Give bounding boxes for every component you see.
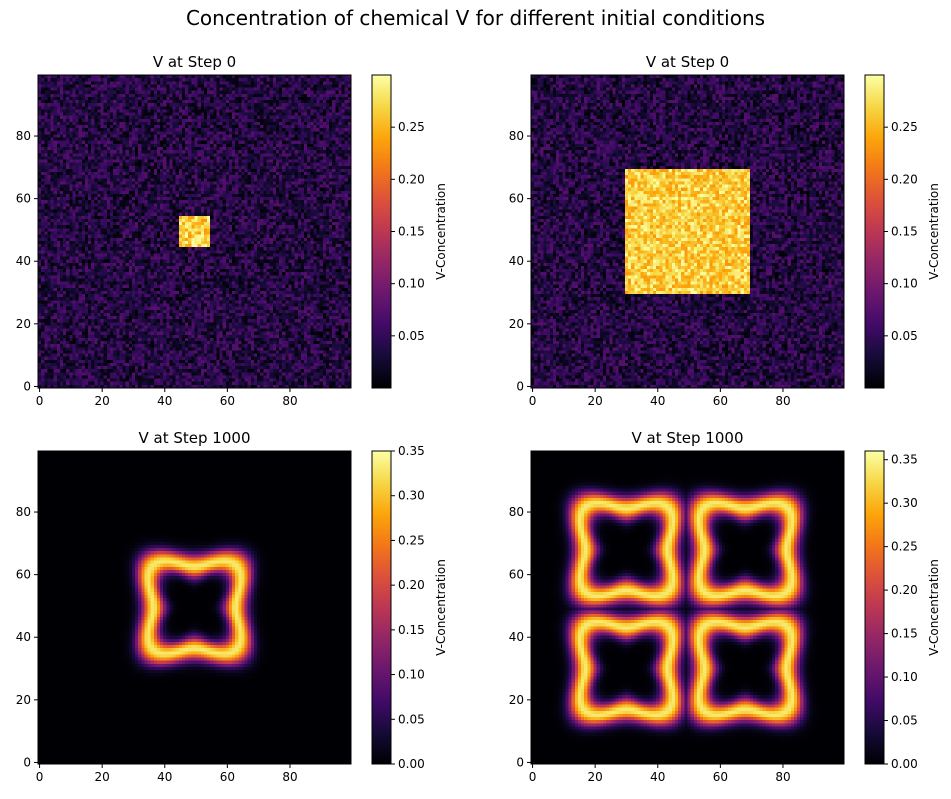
colorbar-tick-label: 0.00 — [398, 757, 425, 771]
colorbar-tick-label: 0.20 — [891, 583, 918, 597]
heatmap-image — [531, 451, 844, 764]
x-tick-label: 0 — [36, 770, 44, 784]
x-tick-label: 60 — [713, 770, 728, 784]
colorbar-tick-label: 0.20 — [398, 578, 425, 592]
x-tick-label: 20 — [588, 770, 603, 784]
y-tick-label: 80 — [16, 129, 31, 143]
x-tick-label: 0 — [36, 394, 44, 408]
axes-frame — [37, 74, 352, 389]
y-tick-label: 0 — [516, 755, 524, 769]
subplot-title: V at Step 0 — [153, 53, 236, 71]
subplot-2: V at Step 0 0 20 40 60 80 0 20 40 60 80 0.05 0.10 0.1… — [509, 53, 941, 408]
colorbar-tick-label: 0.15 — [891, 627, 918, 641]
y-tick-label: 0 — [23, 755, 31, 769]
colorbar-label: V-Concentration — [927, 183, 941, 280]
x-tick-label: 20 — [95, 770, 110, 784]
colorbar-tick-label: 0.10 — [398, 277, 425, 291]
y-tick-label: 0 — [23, 379, 31, 393]
colorbar-tick-label: 0.25 — [398, 120, 425, 134]
colorbar-tick-label: 0.35 — [398, 444, 425, 458]
x-tick-label: 60 — [220, 770, 235, 784]
colorbar-tick-label: 0.15 — [891, 225, 918, 239]
x-tick-label: 40 — [650, 770, 665, 784]
x-tick-label: 20 — [95, 394, 110, 408]
x-tick-label: 20 — [588, 394, 603, 408]
y-tick-label: 60 — [16, 568, 31, 582]
colorbar-tick-label: 0.05 — [398, 712, 425, 726]
subplot-4: V at Step 1000 0 20 40 60 80 0 20 40 60 80 0.00 0.05… — [509, 429, 941, 784]
subplot-title: V at Step 0 — [646, 53, 729, 71]
colorbar-frame — [371, 450, 392, 765]
x-tick-label: 60 — [220, 394, 235, 408]
x-tick-label: 0 — [529, 394, 537, 408]
y-tick-label: 60 — [509, 568, 524, 582]
y-tick-label: 60 — [16, 192, 31, 206]
colorbar-tick-label: 0.15 — [398, 623, 425, 637]
colorbar-tick-label: 0.10 — [891, 670, 918, 684]
colorbar-label: V-Concentration — [434, 559, 448, 656]
heatmap-image — [531, 75, 844, 388]
colorbar-tick-label: 0.30 — [398, 489, 425, 503]
figure-title: Concentration of chemical V for differen… — [185, 6, 766, 30]
y-tick-label: 40 — [16, 630, 31, 644]
x-tick-label: 80 — [282, 394, 297, 408]
y-tick-label: 40 — [509, 254, 524, 268]
y-tick-label: 60 — [509, 192, 524, 206]
colorbar-tick-label: 0.10 — [398, 668, 425, 682]
subplot-title: V at Step 1000 — [139, 429, 251, 447]
colorbar-tick-label: 0.05 — [891, 329, 918, 343]
x-tick-label: 40 — [157, 770, 172, 784]
colorbar — [372, 75, 391, 388]
colorbar-label: V-Concentration — [434, 183, 448, 280]
colorbar-tick-label: 0.05 — [891, 714, 918, 728]
colorbar — [865, 75, 884, 388]
colorbar-frame — [864, 450, 885, 765]
colorbar-tick-label: 0.05 — [398, 329, 425, 343]
y-tick-label: 80 — [509, 129, 524, 143]
x-tick-label: 0 — [529, 770, 537, 784]
colorbar-tick-label: 0.15 — [398, 225, 425, 239]
y-tick-label: 20 — [16, 317, 31, 331]
subplot-3: V at Step 1000 0 20 40 60 80 0 20 40 60 80 0.00 0.05… — [16, 429, 448, 784]
colorbar-tick-label: 0.35 — [891, 453, 918, 467]
axes-frame — [530, 450, 845, 765]
x-tick-label: 60 — [713, 394, 728, 408]
colorbar — [372, 451, 391, 764]
x-tick-label: 80 — [775, 770, 790, 784]
x-tick-label: 40 — [650, 394, 665, 408]
y-tick-label: 40 — [16, 254, 31, 268]
axes-frame — [530, 74, 845, 389]
colorbar-tick-label: 0.30 — [891, 496, 918, 510]
x-tick-label: 80 — [775, 394, 790, 408]
colorbar-label: V-Concentration — [927, 559, 941, 656]
y-tick-label: 20 — [509, 693, 524, 707]
colorbar-tick-label: 0.25 — [398, 533, 425, 547]
axes-frame — [37, 450, 352, 765]
subplot-title: V at Step 1000 — [632, 429, 744, 447]
y-tick-label: 80 — [509, 505, 524, 519]
colorbar-tick-label: 0.25 — [891, 120, 918, 134]
heatmap-image — [38, 75, 351, 388]
x-tick-label: 40 — [157, 394, 172, 408]
y-tick-label: 40 — [509, 630, 524, 644]
subplot-1: V at Step 0 0 20 40 60 80 0 20 40 60 80 0.05 0.10 0.1… — [16, 53, 448, 408]
colorbar-tick-label: 0.20 — [398, 172, 425, 186]
colorbar-tick-label: 0.20 — [891, 172, 918, 186]
x-tick-label: 80 — [282, 770, 297, 784]
y-tick-label: 20 — [16, 693, 31, 707]
colorbar — [865, 451, 884, 764]
y-tick-label: 80 — [16, 505, 31, 519]
y-tick-label: 20 — [509, 317, 524, 331]
heatmap-image — [38, 451, 351, 764]
colorbar-tick-label: 0.25 — [891, 540, 918, 554]
colorbar-tick-label: 0.00 — [891, 757, 918, 771]
y-tick-label: 0 — [516, 379, 524, 393]
colorbar-tick-label: 0.10 — [891, 277, 918, 291]
